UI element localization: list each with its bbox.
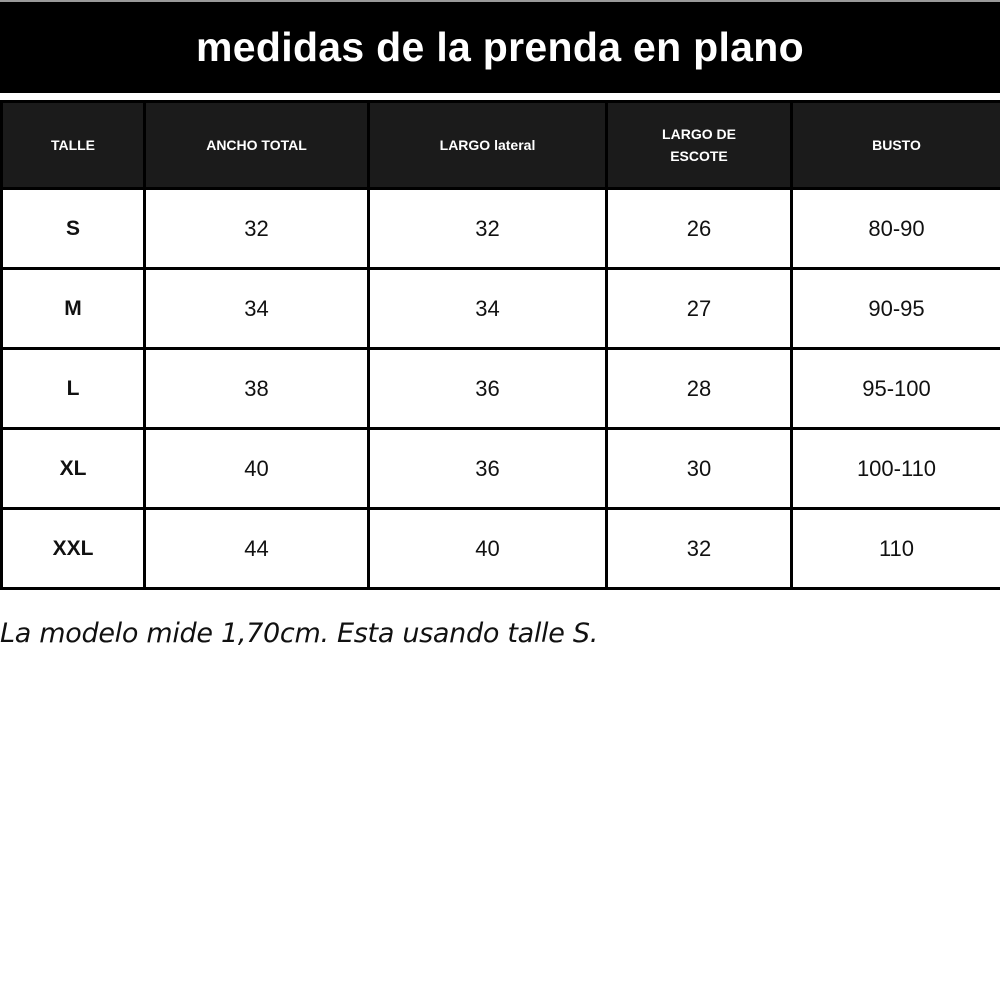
table-row: XL 40 36 30 100-110 — [0, 427, 1000, 510]
measurement-cell: 95-100 — [790, 347, 1000, 430]
model-note: La modelo mide 1,70cm. Esta usando talle… — [0, 618, 598, 649]
table-row: S 32 32 26 80-90 — [0, 187, 1000, 270]
page-title: medidas de la prenda en plano — [196, 24, 804, 70]
table-row: M 34 34 27 90-95 — [0, 267, 1000, 350]
column-header-ancho-total: ANCHO TOTAL — [143, 100, 370, 190]
measurement-cell: 90-95 — [790, 267, 1000, 350]
measurement-cell: 38 — [143, 347, 370, 430]
column-header-largo-lateral: LARGO lateral — [367, 100, 608, 190]
size-cell: S — [0, 187, 146, 270]
measurement-cell: 32 — [367, 187, 608, 270]
measurement-cell: 34 — [143, 267, 370, 350]
table-row: XXL 44 40 32 110 — [0, 507, 1000, 590]
size-chart-table: TALLE ANCHO TOTAL LARGO lateral LARGO DE… — [0, 100, 1000, 590]
measurement-cell: 32 — [143, 187, 370, 270]
measurement-cell: 36 — [367, 427, 608, 510]
column-header-talle: TALLE — [0, 100, 146, 190]
measurement-cell: 27 — [605, 267, 793, 350]
table-row: L 38 36 28 95-100 — [0, 347, 1000, 430]
column-header-largo-escote: LARGO DE ESCOTE — [605, 100, 793, 190]
title-bar: medidas de la prenda en plano — [0, 0, 1000, 93]
table-header-row: TALLE ANCHO TOTAL LARGO lateral LARGO DE… — [0, 100, 1000, 190]
measurement-cell: 36 — [367, 347, 608, 430]
measurement-cell: 110 — [790, 507, 1000, 590]
size-cell: XL — [0, 427, 146, 510]
measurement-cell: 100-110 — [790, 427, 1000, 510]
size-cell: XXL — [0, 507, 146, 590]
measurement-cell: 28 — [605, 347, 793, 430]
measurement-cell: 34 — [367, 267, 608, 350]
measurement-cell: 26 — [605, 187, 793, 270]
size-cell: M — [0, 267, 146, 350]
measurement-cell: 30 — [605, 427, 793, 510]
size-cell: L — [0, 347, 146, 430]
column-header-busto: BUSTO — [790, 100, 1000, 190]
measurement-cell: 80-90 — [790, 187, 1000, 270]
measurement-cell: 40 — [367, 507, 608, 590]
measurement-cell: 40 — [143, 427, 370, 510]
measurement-cell: 44 — [143, 507, 370, 590]
measurement-cell: 32 — [605, 507, 793, 590]
